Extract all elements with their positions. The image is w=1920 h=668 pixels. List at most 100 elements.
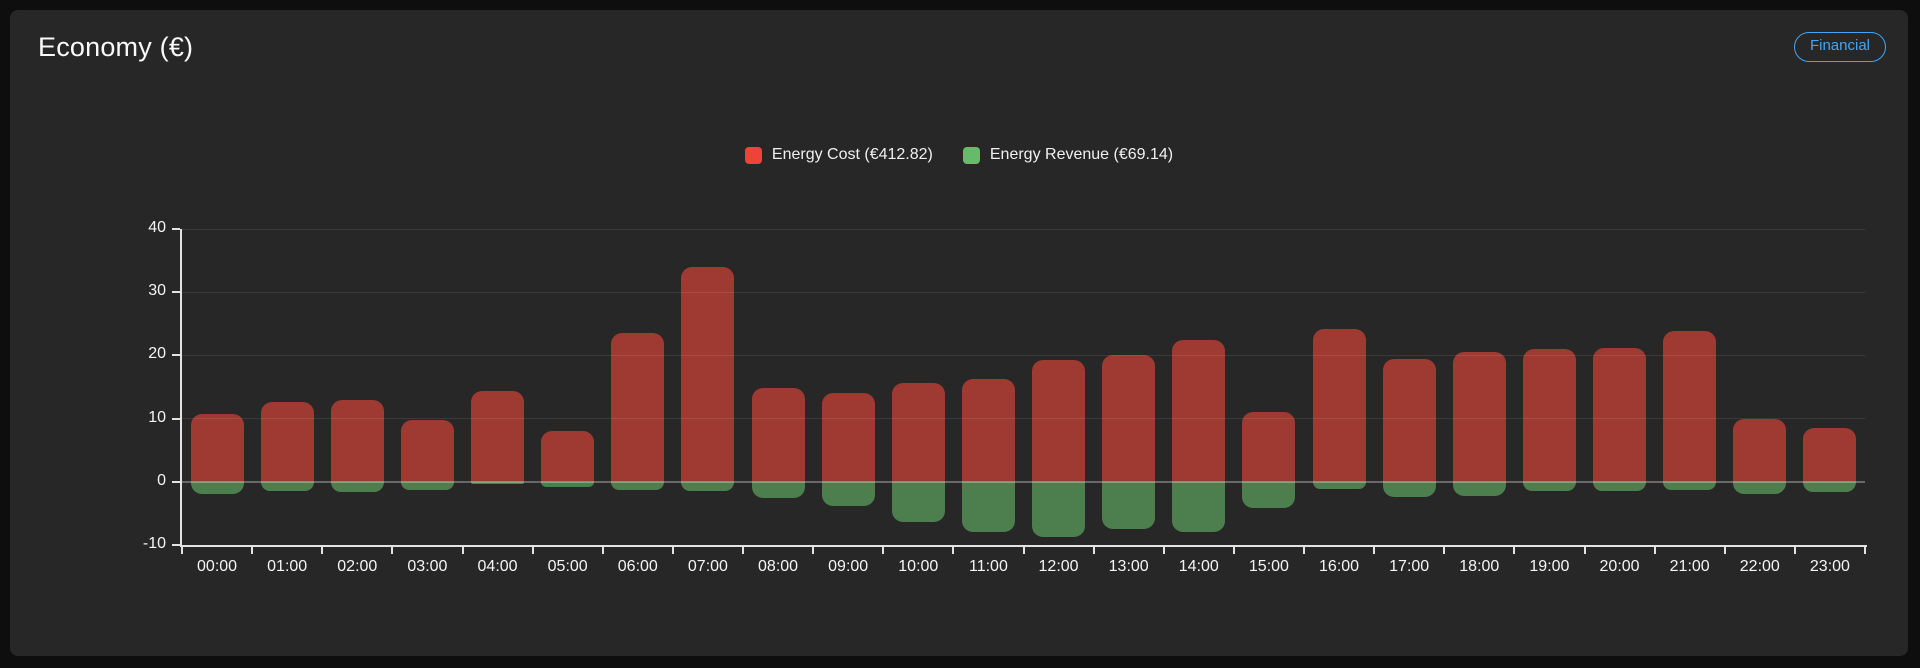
y-tick-mark	[172, 228, 180, 230]
y-tick-mark	[172, 354, 180, 357]
x-tick-mark	[601, 547, 604, 554]
gridline	[182, 228, 1865, 230]
y-tick-mark	[172, 480, 180, 483]
cost-bar[interactable]	[1382, 358, 1436, 482]
revenue-bar[interactable]	[260, 481, 314, 491]
y-tick-label: 10	[148, 408, 166, 426]
legend-item-revenue[interactable]: Energy Revenue (€69.14)	[962, 146, 1174, 164]
cost-bar[interactable]	[891, 382, 945, 482]
revenue-bar[interactable]	[1803, 481, 1857, 492]
chart-legend: Energy Cost (€412.82) Energy Revenue (€6…	[10, 146, 1908, 164]
cost-bar[interactable]	[471, 390, 525, 482]
revenue-bar[interactable]	[1312, 481, 1366, 489]
x-tick-mark	[531, 547, 534, 554]
revenue-bar[interactable]	[891, 481, 945, 522]
revenue-bar[interactable]	[471, 481, 525, 485]
x-tick-label: 20:00	[1599, 558, 1640, 575]
revenue-bar[interactable]	[1172, 481, 1226, 533]
revenue-bar[interactable]	[1522, 481, 1576, 491]
revenue-bar[interactable]	[1032, 481, 1086, 537]
x-tick-label: 01:00	[267, 558, 308, 575]
revenue-bar[interactable]	[961, 481, 1015, 533]
x-tick-mark	[391, 547, 394, 554]
cost-bar[interactable]	[330, 399, 384, 482]
revenue-bar[interactable]	[681, 481, 735, 491]
x-tick-mark	[1022, 547, 1025, 554]
legend-label-cost: Energy Cost (€412.82)	[771, 146, 933, 163]
x-tick-mark	[671, 547, 674, 554]
x-tick-mark	[812, 547, 815, 554]
x-tick-label: 14:00	[1178, 558, 1219, 575]
cost-bar[interactable]	[190, 413, 244, 482]
revenue-bar[interactable]	[541, 481, 595, 487]
cost-bar[interactable]	[681, 266, 735, 482]
revenue-bar[interactable]	[1663, 481, 1717, 490]
y-axis-line	[180, 229, 182, 547]
cost-bar[interactable]	[1312, 328, 1366, 482]
gridline	[182, 354, 1865, 356]
zero-gridline	[182, 480, 1865, 483]
x-tick-mark	[1232, 547, 1235, 554]
x-tick-label: 06:00	[617, 558, 658, 575]
x-tick-mark	[952, 547, 955, 554]
revenue-bar[interactable]	[190, 481, 244, 494]
gridline	[182, 418, 1865, 420]
legend-label-revenue: Energy Revenue (€69.14)	[989, 146, 1174, 163]
x-tick-label: 00:00	[197, 558, 238, 575]
revenue-bar[interactable]	[1733, 481, 1787, 494]
revenue-bar[interactable]	[611, 481, 665, 490]
cost-bar[interactable]	[260, 401, 314, 482]
x-tick-label: 04:00	[477, 558, 518, 575]
cost-bar[interactable]	[1733, 418, 1787, 482]
x-tick-mark	[1723, 547, 1726, 554]
revenue-bar[interactable]	[1102, 481, 1156, 529]
revenue-bar[interactable]	[821, 481, 875, 506]
cost-bar[interactable]	[1032, 360, 1086, 482]
x-tick-mark	[461, 547, 464, 554]
x-tick-mark	[321, 547, 324, 554]
revenue-bar[interactable]	[1452, 481, 1506, 496]
cost-bar[interactable]	[1102, 355, 1156, 482]
card-header: Economy (€) Financial	[10, 10, 1908, 63]
y-tick-label: 20	[148, 345, 166, 363]
y-tick-label: 0	[157, 471, 166, 489]
revenue-bar[interactable]	[400, 481, 454, 490]
x-tick-label: 19:00	[1529, 558, 1570, 575]
x-tick-label: 15:00	[1248, 558, 1289, 575]
cost-bar[interactable]	[611, 332, 665, 482]
revenue-bar[interactable]	[751, 481, 805, 498]
cost-bar[interactable]	[1452, 352, 1506, 482]
financial-badge[interactable]: Financial	[1793, 32, 1886, 62]
economy-card: Economy (€) Financial Energy Cost (€412.…	[10, 10, 1908, 656]
cost-bar[interactable]	[961, 379, 1015, 482]
x-tick-mark	[181, 547, 183, 554]
cost-bar[interactable]	[821, 393, 875, 482]
cost-bar[interactable]	[1522, 349, 1576, 482]
x-tick-mark	[1583, 547, 1586, 554]
x-tick-label: 07:00	[687, 558, 728, 575]
y-tick-label: -10	[142, 535, 166, 552]
x-tick-mark	[1092, 547, 1095, 554]
x-tick-mark	[1373, 547, 1376, 554]
x-tick-label: 18:00	[1459, 558, 1500, 575]
revenue-bar[interactable]	[1593, 481, 1647, 491]
chart-area: 40 30 20 10 0 -10 00:00 01:00 02:00 03:00 04:00 05:…	[10, 10, 1908, 656]
legend-item-cost[interactable]: Energy Cost (€412.82)	[744, 146, 933, 164]
cost-bar[interactable]	[1803, 428, 1857, 482]
cost-bar[interactable]	[1593, 347, 1647, 482]
x-tick-mark	[1513, 547, 1516, 554]
cost-bar[interactable]	[1242, 412, 1296, 482]
x-tick-mark	[1653, 547, 1656, 554]
revenue-bar[interactable]	[1242, 481, 1296, 509]
y-tick-mark	[172, 417, 180, 420]
cost-bar[interactable]	[1663, 330, 1717, 482]
cost-bar[interactable]	[751, 388, 805, 482]
x-tick-mark	[882, 547, 885, 554]
revenue-bar[interactable]	[1382, 481, 1436, 497]
cost-bar[interactable]	[541, 431, 595, 482]
cost-bar[interactable]	[400, 419, 454, 482]
cost-swatch-icon	[744, 146, 762, 164]
cost-bar[interactable]	[1172, 340, 1226, 482]
revenue-bar[interactable]	[330, 481, 384, 492]
x-tick-mark	[1162, 547, 1165, 554]
